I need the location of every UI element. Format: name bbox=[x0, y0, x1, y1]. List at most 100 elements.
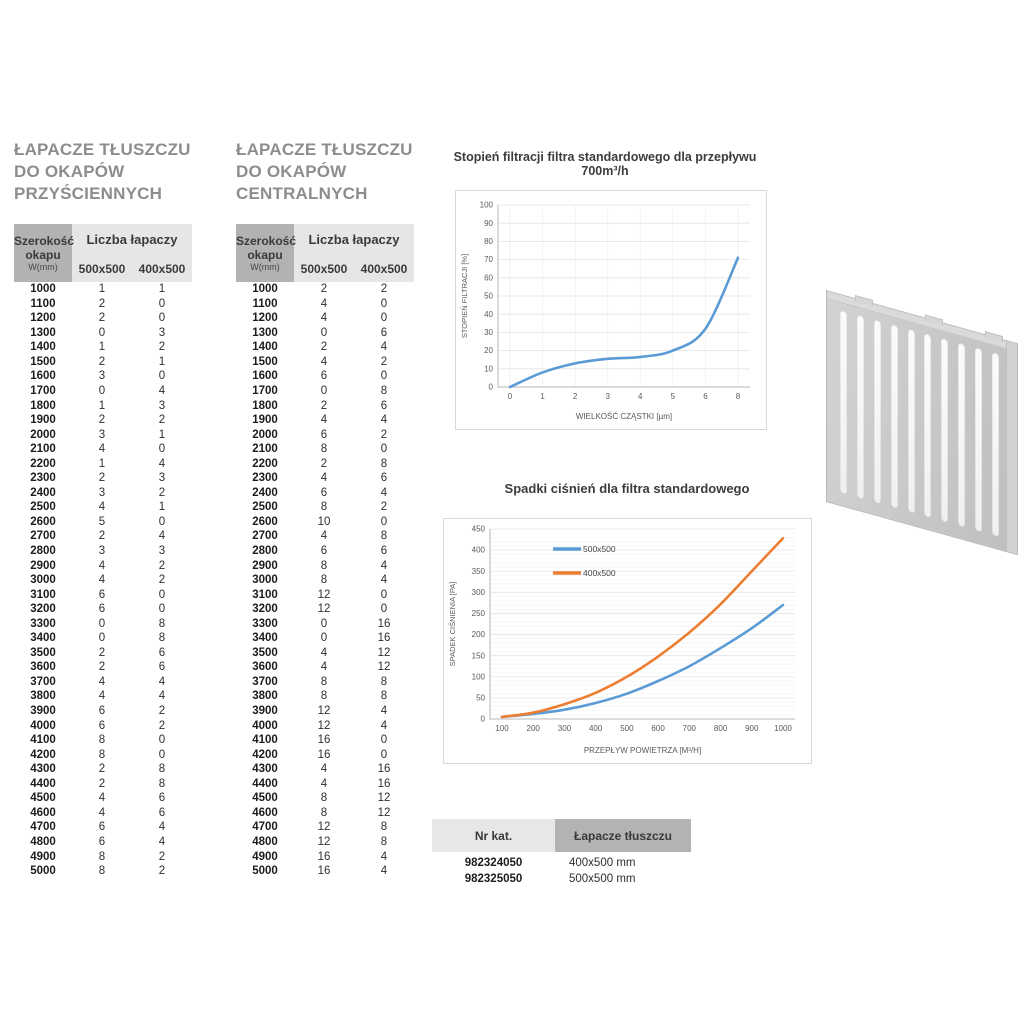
filtration-chart-title: Stopień filtracji filtra standardowego d… bbox=[453, 150, 757, 178]
svg-text:500: 500 bbox=[620, 724, 634, 733]
row-key-cell: 1100 bbox=[30, 297, 56, 310]
row-key-cell: 4500 bbox=[30, 792, 56, 805]
svg-text:PRZEPŁYW POWIETRZA [M³/H]: PRZEPŁYW POWIETRZA [M³/H] bbox=[584, 746, 701, 755]
svg-text:WIELKOŚĆ CZĄSTKI [µm]: WIELKOŚĆ CZĄSTKI [µm] bbox=[576, 412, 672, 421]
svg-text:50: 50 bbox=[484, 292, 493, 301]
row-value-cell: 0 bbox=[380, 515, 388, 528]
row-value-cell: 6 bbox=[158, 661, 166, 674]
row-key-cell: 4600 bbox=[30, 806, 56, 819]
row-value-cell: 4 bbox=[380, 341, 388, 354]
row-value-cell: 12 bbox=[317, 705, 331, 718]
svg-text:50: 50 bbox=[476, 693, 485, 702]
row-key-cell: 3800 bbox=[252, 690, 278, 703]
row-key-cell: 2100 bbox=[30, 443, 56, 456]
table-row: 3100 12 0 bbox=[236, 587, 414, 602]
row-value-cell: 8 bbox=[320, 675, 328, 688]
svg-text:400x500: 400x500 bbox=[583, 568, 616, 578]
svg-text:200: 200 bbox=[527, 724, 541, 733]
row-value-cell: 2 bbox=[158, 574, 166, 587]
filtration-chart: 0 10 20 30 40 50 60 70 80 90 100 0 1 2 3 4 5 6 8 WIELKOŚĆ C… bbox=[455, 190, 767, 430]
row-value-cell: 1 bbox=[98, 341, 106, 354]
table-row: 3600 2 6 bbox=[14, 660, 192, 675]
row-value-cell: 4 bbox=[320, 414, 328, 427]
row-value-cell: 2 bbox=[98, 661, 106, 674]
row-value-cell: 6 bbox=[98, 705, 106, 718]
row-value-cell: 16 bbox=[377, 763, 391, 776]
row-value-cell: 6 bbox=[320, 370, 328, 383]
title-line: CENTRALNYCH bbox=[236, 183, 368, 203]
row-value-cell: 2 bbox=[158, 341, 166, 354]
table-row: 4700 6 4 bbox=[14, 820, 192, 835]
row-value-cell: 4 bbox=[320, 777, 328, 790]
row-value-cell: 2 bbox=[320, 341, 328, 354]
row-value-cell: 12 bbox=[317, 719, 331, 732]
table-body: 1000 2 2 1100 4 0 1200 4 0 1300 0 6 1400 2 4 1500 4 2 1600… bbox=[236, 282, 414, 878]
row-key-cell: 1400 bbox=[30, 341, 56, 354]
row-value-cell: 1 bbox=[158, 355, 166, 368]
table-row: 4700 12 8 bbox=[236, 820, 414, 835]
table-row: 1400 1 2 bbox=[14, 340, 192, 355]
table-row: 1300 0 6 bbox=[236, 326, 414, 341]
catalog-number-table: Nr kat. Łapacze tłuszczu 982324050 400x50… bbox=[432, 819, 691, 887]
table-header: Szerokość okapu W(mm) Liczba łapaczy 500… bbox=[14, 224, 192, 282]
row-value-cell: 5 bbox=[98, 515, 106, 528]
row-value-cell: 0 bbox=[380, 297, 388, 310]
row-value-cell: 3 bbox=[158, 545, 166, 558]
table-row: 2800 6 6 bbox=[236, 544, 414, 559]
table-row: 4400 2 8 bbox=[14, 777, 192, 792]
row-key-cell: 1400 bbox=[252, 341, 278, 354]
row-key-cell: 4200 bbox=[252, 748, 278, 761]
row-key-cell: 3500 bbox=[30, 646, 56, 659]
row-key-cell: 2700 bbox=[252, 530, 278, 543]
row-value-cell: 2 bbox=[98, 312, 106, 325]
row-value-cell: 3 bbox=[98, 545, 106, 558]
row-key-cell: 5000 bbox=[252, 865, 278, 878]
table-row: 982325050 500x500 mm bbox=[432, 872, 691, 888]
table-header: Szerokość okapu W(mm) Liczba łapaczy 500… bbox=[236, 224, 414, 282]
row-value-cell: 6 bbox=[380, 326, 388, 339]
row-value-cell: 4 bbox=[380, 414, 388, 427]
table-row: 4200 8 0 bbox=[14, 748, 192, 763]
table-row: 4300 2 8 bbox=[14, 762, 192, 777]
row-key-cell: 5000 bbox=[30, 865, 56, 878]
row-key-cell: 3700 bbox=[252, 675, 278, 688]
row-key-cell: 1200 bbox=[30, 312, 56, 325]
row-value-cell: 4 bbox=[380, 486, 388, 499]
svg-text:60: 60 bbox=[484, 273, 493, 282]
column-group-header: Liczba łapaczy bbox=[72, 224, 192, 255]
header-text: okapu bbox=[247, 247, 283, 262]
row-key-cell: 3500 bbox=[252, 646, 278, 659]
filter-slot bbox=[941, 337, 949, 523]
filter-slot bbox=[975, 347, 982, 533]
row-value-cell: 1 bbox=[158, 428, 166, 441]
svg-text:90: 90 bbox=[484, 219, 493, 228]
row-value-cell: 8 bbox=[320, 574, 328, 587]
row-value-cell: 12 bbox=[377, 792, 391, 805]
row-value-cell: 0 bbox=[158, 748, 166, 761]
pressure-drop-line-chart: 0 50 100 150 200 250 300 350 400 450 100 200 300 400 5… bbox=[448, 525, 795, 755]
row-key-cell: 2500 bbox=[30, 501, 56, 514]
svg-text:150: 150 bbox=[472, 651, 486, 660]
row-key-cell: 982325050 bbox=[464, 872, 523, 885]
table-row: 3200 6 0 bbox=[14, 602, 192, 617]
table-row: 5000 8 2 bbox=[14, 864, 192, 879]
row-value-cell: 8 bbox=[320, 443, 328, 456]
table-row: 4900 8 2 bbox=[14, 849, 192, 864]
table-row: 4100 8 0 bbox=[14, 733, 192, 748]
row-value-cell: 0 bbox=[320, 385, 328, 397]
column-header-500x500: 500x500 bbox=[294, 255, 354, 282]
row-key-cell: 4800 bbox=[30, 835, 56, 848]
row-value-cell: 8 bbox=[158, 777, 166, 790]
row-value-cell: 0 bbox=[158, 370, 166, 383]
row-value-cell: 6 bbox=[98, 835, 106, 848]
svg-text:300: 300 bbox=[558, 724, 572, 733]
svg-text:0: 0 bbox=[489, 383, 494, 392]
svg-text:1000: 1000 bbox=[774, 724, 792, 733]
table-header: Nr kat. Łapacze tłuszczu bbox=[432, 819, 691, 852]
table-row: 2000 3 1 bbox=[14, 427, 192, 442]
row-key-cell: 3200 bbox=[30, 603, 56, 616]
row-value-cell: 16 bbox=[377, 632, 391, 645]
row-key-cell: 1000 bbox=[252, 283, 278, 296]
row-key-cell: 1100 bbox=[252, 297, 278, 310]
